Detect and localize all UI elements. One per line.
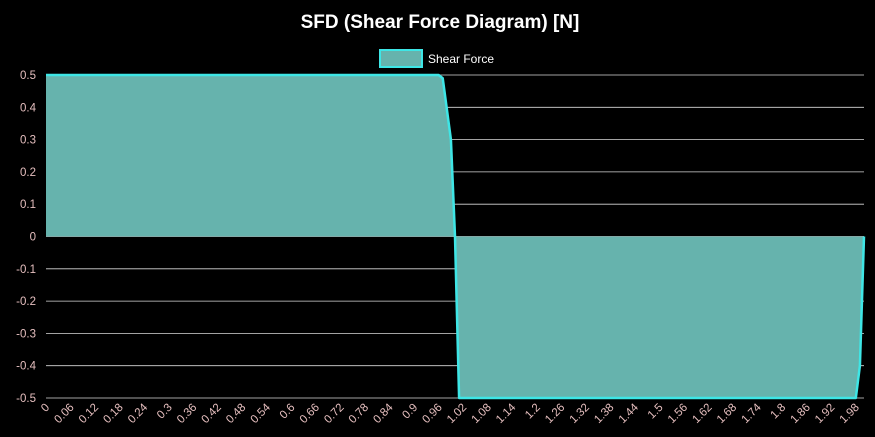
x-tick-label: 1.2 (523, 402, 543, 422)
y-tick-label: -0.5 (16, 393, 36, 405)
legend-label-shear-force: Shear Force (428, 52, 494, 66)
legend[interactable]: Shear Force (379, 49, 494, 68)
x-tick-label: 0.66 (298, 402, 322, 426)
x-tick-label: 0.3 (155, 402, 175, 422)
x-tick-label: 0.36 (175, 402, 199, 426)
y-tick-label: 0.5 (20, 70, 36, 82)
x-tick-label: 0.42 (200, 402, 224, 426)
x-tick-label: 0.96 (420, 402, 444, 426)
x-tick-label: 1.86 (789, 402, 813, 426)
x-tick-label: 1.38 (592, 402, 616, 426)
x-tick-label: 0.9 (400, 402, 420, 422)
x-tick-label: 1.08 (470, 402, 494, 426)
chart-title: SFD (Shear Force Diagram) [N] (301, 12, 580, 33)
x-tick-label: 1.74 (739, 401, 764, 426)
x-tick-label: 1.44 (617, 401, 642, 426)
x-tick-label: 0.48 (224, 402, 248, 426)
x-tick-label: 0.18 (101, 402, 125, 426)
x-axis: 0 0.06 0.12 0.18 0.24 0.3 0.36 0.42 0.48 0.54 0.6 0… (39, 401, 862, 426)
x-tick-label: 1.62 (690, 402, 714, 426)
x-tick-label: 0.78 (347, 402, 371, 426)
x-tick-label: 1.68 (715, 402, 739, 426)
x-tick-label: 0.6 (278, 402, 298, 422)
x-tick-label: 0.54 (249, 401, 274, 426)
x-tick-label: 1.92 (813, 402, 837, 426)
legend-swatch-shear-force (379, 49, 423, 68)
y-tick-label: -0.2 (16, 296, 36, 308)
y-tick-label: 0.3 (20, 135, 36, 147)
x-tick-label: 1.98 (838, 402, 862, 426)
x-tick-label: 1.32 (568, 402, 592, 426)
y-tick-label: 0.4 (20, 102, 37, 114)
x-tick-label: 1.14 (494, 401, 519, 426)
x-tick-label: 1.26 (543, 402, 567, 426)
y-tick-label: 0.2 (20, 167, 36, 179)
y-axis: 0.5 0.4 0.3 0.2 0.1 0 -0.1 -0.2 -0.3 -0.4 -0.5 (16, 70, 36, 405)
y-tick-label: 0.1 (20, 199, 36, 211)
x-tick-label: 0.24 (126, 401, 151, 426)
x-tick-label: 0.12 (77, 402, 101, 426)
x-tick-label: 1.02 (445, 402, 469, 426)
y-tick-label: -0.3 (16, 328, 36, 340)
x-tick-label: 0 (39, 402, 52, 415)
x-tick-label: 0.84 (371, 401, 396, 426)
x-tick-label: 0.72 (322, 402, 346, 426)
x-tick-label: 1.5 (646, 402, 666, 422)
x-tick-label: 1.56 (666, 402, 690, 426)
x-tick-label: 0.06 (52, 402, 76, 426)
plot-area (46, 73, 866, 400)
shear-force-line (46, 73, 866, 400)
x-tick-label: 1.8 (769, 402, 789, 422)
y-tick-label: 0 (30, 232, 36, 244)
y-tick-label: -0.1 (16, 264, 36, 276)
y-tick-label: -0.4 (16, 361, 36, 373)
